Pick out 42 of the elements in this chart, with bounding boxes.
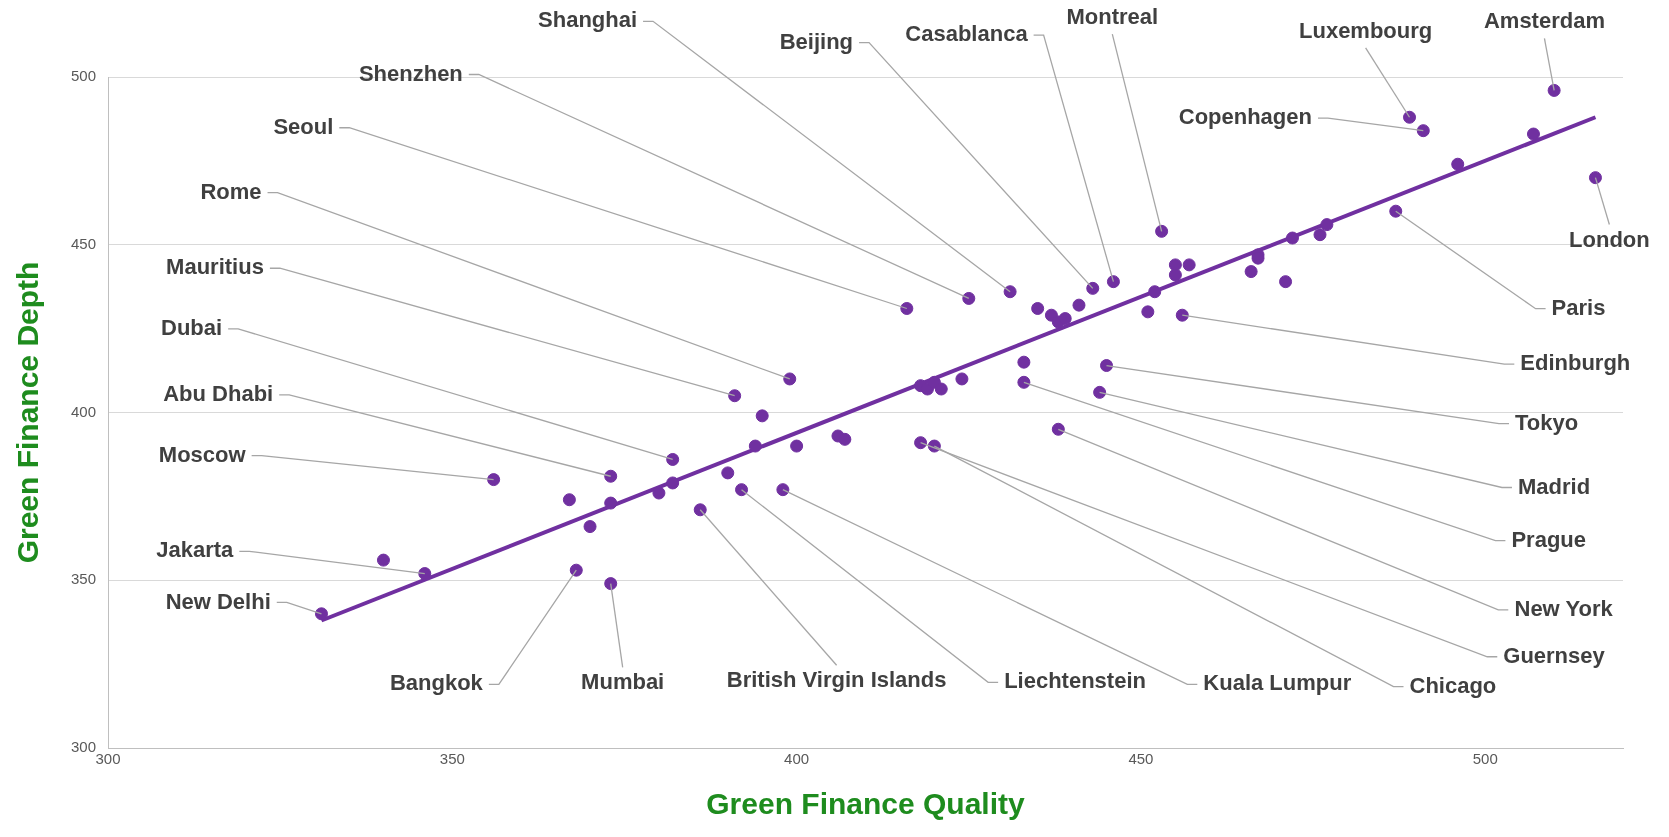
annotation: Guernsey (1503, 642, 1606, 668)
annotation: Paris (1551, 294, 1606, 320)
x-tick-label: 350 (439, 750, 465, 768)
annotation: Edinburgh (1520, 350, 1631, 376)
annotation: Luxembourg (1299, 17, 1433, 43)
x-tick-label: 300 (95, 750, 121, 768)
annotation: Montreal (1066, 4, 1159, 30)
y-tick-label: 400 (70, 402, 96, 420)
annotation: Tokyo (1515, 409, 1579, 435)
annotation: British Virgin Islands (726, 667, 947, 693)
annotation: Chicago (1409, 672, 1497, 698)
annotation: Moscow (158, 441, 247, 467)
annotation: Dubai (161, 314, 223, 340)
annotation: Kuala Lumpur (1203, 670, 1352, 696)
x-tick-label: 500 (1472, 750, 1498, 768)
annotation: Jakarta (156, 537, 235, 563)
annotation: Liechtenstein (1004, 668, 1146, 694)
annotation: Shenzhen (358, 60, 463, 86)
annotation: Rome (200, 178, 262, 204)
y-tick-label: 500 (70, 67, 96, 85)
annotation: New York (1514, 595, 1614, 621)
annotation: Casablanca (905, 21, 1029, 47)
annotation: Beijing (779, 28, 854, 54)
annotation: Amsterdam (1483, 8, 1605, 34)
y-tick-label: 450 (70, 234, 96, 252)
annotation: Copenhagen (1178, 104, 1312, 130)
annotation: Abu Dhabi (163, 380, 274, 406)
annotation: Shanghai (538, 7, 638, 33)
annotation: Bangkok (389, 670, 484, 696)
annotation: London (1569, 226, 1650, 252)
annotation: New Delhi (165, 588, 271, 614)
annotation: Seoul (273, 113, 334, 139)
x-tick-label: 450 (1128, 750, 1154, 768)
y-tick-label: 350 (70, 570, 96, 588)
x-axis-title: Green Finance Quality (706, 787, 1026, 821)
annotation: Mumbai (581, 669, 665, 695)
y-axis-title: Green Finance Depth (11, 261, 45, 564)
annotation: Prague (1511, 526, 1586, 552)
x-tick-label: 400 (784, 750, 810, 768)
annotation: Mauritius (166, 254, 264, 280)
annotation: Madrid (1517, 473, 1591, 499)
y-tick-label: 300 (70, 738, 96, 756)
